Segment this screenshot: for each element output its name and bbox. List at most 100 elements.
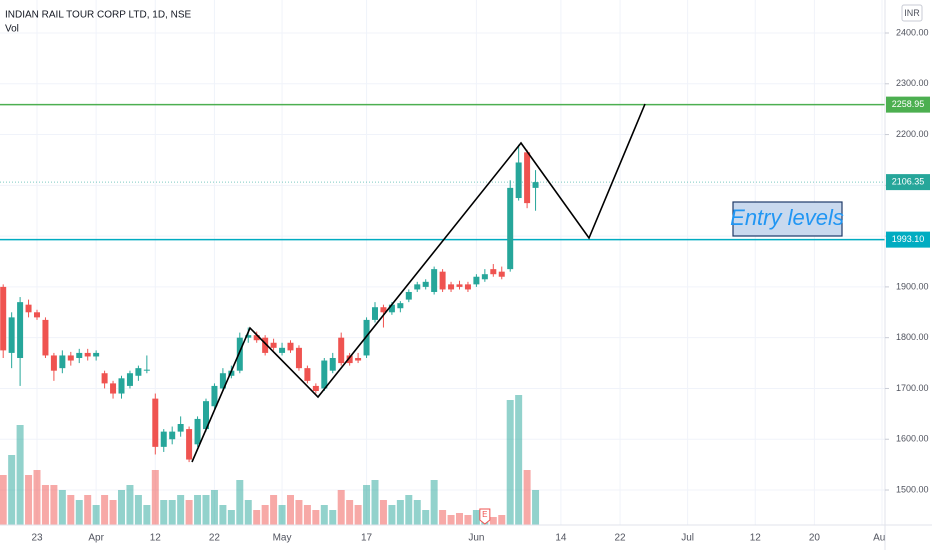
level-label-box bbox=[886, 231, 930, 248]
volume-bar bbox=[185, 500, 193, 525]
volume-bar bbox=[396, 500, 404, 525]
volume-bar bbox=[464, 515, 472, 525]
candle-body bbox=[431, 269, 438, 292]
y-tick-label: 2200.00 bbox=[896, 129, 929, 139]
volume-bar bbox=[295, 500, 303, 525]
x-tick-label: 17 bbox=[361, 533, 373, 544]
candle-body bbox=[93, 352, 100, 357]
candle-body bbox=[456, 284, 463, 287]
volume-bar bbox=[41, 485, 49, 525]
candle-body bbox=[0, 286, 7, 351]
candle-body bbox=[17, 302, 24, 358]
volume-bar bbox=[320, 505, 328, 525]
candle-body bbox=[34, 312, 40, 318]
candle-body bbox=[211, 385, 218, 407]
candle-body bbox=[219, 373, 226, 389]
candle-body bbox=[414, 284, 421, 290]
volume-bar bbox=[337, 490, 345, 525]
volume-bar bbox=[261, 505, 269, 525]
volume-bar bbox=[379, 500, 387, 525]
candle-body bbox=[59, 355, 66, 369]
candle-body bbox=[84, 352, 91, 357]
volume-bar bbox=[312, 510, 320, 525]
candle-body bbox=[490, 269, 497, 275]
volume-label: Vol bbox=[5, 24, 19, 35]
volume-bar bbox=[109, 500, 117, 525]
level-label: 2106.35 bbox=[892, 176, 925, 186]
candle-body bbox=[532, 182, 539, 188]
volume-bar bbox=[236, 480, 244, 525]
volume-bar bbox=[168, 500, 176, 525]
candle-body bbox=[464, 284, 471, 290]
y-tick-label: 1700.00 bbox=[896, 383, 929, 393]
candle-body bbox=[498, 271, 505, 277]
volume-bar bbox=[67, 495, 75, 525]
level-label-box bbox=[886, 174, 930, 191]
volume-bar bbox=[287, 495, 294, 525]
candle-body bbox=[405, 291, 412, 300]
y-tick-label: 2400.00 bbox=[896, 27, 929, 37]
y-tick-label: 1900.00 bbox=[896, 281, 929, 291]
currency-box bbox=[901, 4, 923, 22]
volume-bar bbox=[405, 495, 413, 525]
volume-bar bbox=[177, 495, 185, 525]
candle-body bbox=[372, 307, 378, 320]
candle-body bbox=[76, 352, 83, 358]
candle-body bbox=[228, 370, 235, 376]
x-tick-label: 20 bbox=[809, 533, 821, 544]
volume-bar bbox=[506, 400, 514, 525]
price-axis bbox=[885, 0, 932, 550]
x-tick-label: 12 bbox=[150, 533, 162, 544]
candle-body bbox=[177, 424, 184, 432]
candle-body bbox=[67, 355, 74, 361]
currency: INR bbox=[904, 8, 920, 18]
earnings-marker-shape bbox=[479, 508, 491, 525]
candle-body bbox=[160, 431, 167, 447]
x-tick-label: Apr bbox=[88, 533, 104, 544]
volume-bar bbox=[413, 500, 421, 525]
y-tick-label: 1800.00 bbox=[896, 332, 929, 342]
candle-body bbox=[245, 335, 252, 338]
candle-body bbox=[329, 357, 336, 371]
candle-body bbox=[152, 398, 159, 447]
level-label-box bbox=[886, 96, 930, 113]
volume-bar bbox=[227, 510, 235, 525]
volume-bar bbox=[151, 470, 159, 525]
candle-body bbox=[50, 355, 57, 371]
candle-body bbox=[236, 337, 243, 371]
candle-body bbox=[473, 276, 480, 285]
earnings-marker: E bbox=[482, 510, 487, 519]
candle-body bbox=[481, 274, 488, 280]
candle-body bbox=[270, 342, 277, 348]
annotation-box bbox=[732, 201, 843, 237]
candle-body bbox=[8, 317, 15, 353]
volume-bar bbox=[101, 495, 109, 525]
x-tick-label: 22 bbox=[209, 533, 221, 544]
candle-body bbox=[126, 373, 133, 386]
x-tick-label: 12 bbox=[750, 533, 762, 544]
candle-body bbox=[312, 385, 319, 391]
volume-bar bbox=[0, 475, 7, 525]
candle-body bbox=[524, 152, 531, 204]
volume-bar bbox=[126, 485, 134, 525]
volume-bar bbox=[447, 515, 455, 525]
volume-bar bbox=[219, 505, 227, 525]
candle-body bbox=[42, 319, 49, 356]
candle-body bbox=[279, 347, 286, 353]
volume-bar bbox=[532, 490, 540, 525]
y-tick-label: 1500.00 bbox=[896, 484, 929, 494]
candle-body bbox=[135, 368, 142, 376]
volume-bar bbox=[303, 505, 311, 525]
candle-body bbox=[101, 373, 108, 384]
x-tick-label: Aug bbox=[873, 533, 891, 544]
volume-bar bbox=[194, 495, 202, 525]
candle-body bbox=[507, 187, 514, 270]
volume-bar bbox=[430, 480, 438, 525]
candle-body bbox=[262, 337, 269, 353]
volume-bar bbox=[363, 485, 371, 525]
volume-bar bbox=[278, 505, 286, 525]
candle-body bbox=[338, 337, 345, 364]
volume-bar bbox=[160, 500, 168, 525]
